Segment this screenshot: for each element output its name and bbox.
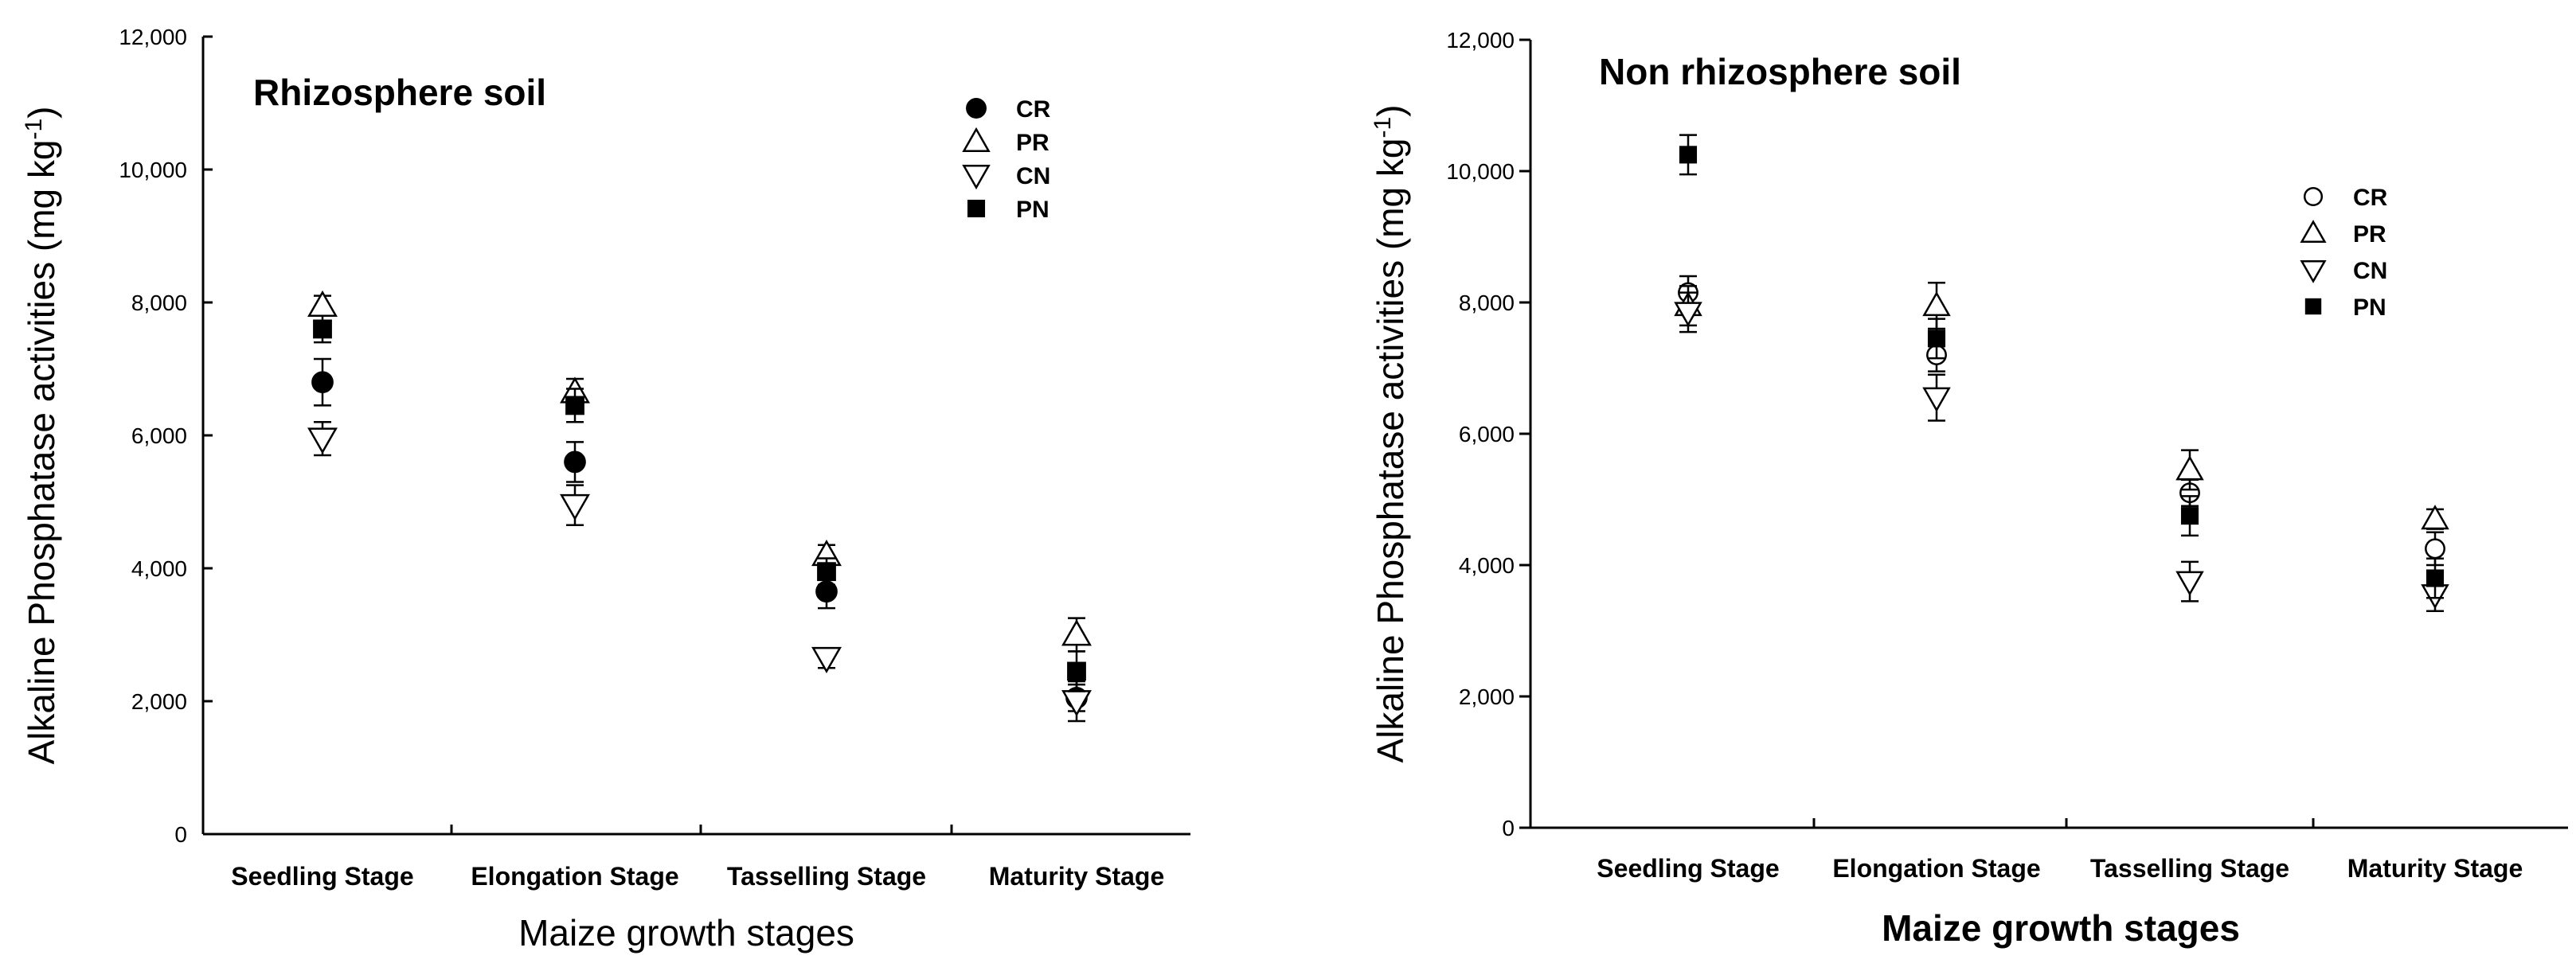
- panel2-x-axis-label: Maize growth stages: [1882, 907, 2240, 949]
- data-point-pn: [1067, 661, 1086, 681]
- panel1-y-label-main: Alkaline Phosphatase activities (mg kg: [21, 140, 62, 765]
- y-tick-label: 6,000: [1459, 422, 1515, 447]
- x-tick-label: Seedling Stage: [231, 862, 413, 891]
- panel1-y-axis-label: Alkaline Phosphatase activities (mg kg-1…: [21, 107, 62, 765]
- y-tick-label: 12,000: [119, 25, 187, 49]
- panel1-legend: CR PR CN PN: [962, 96, 1051, 223]
- x-tick-label: Seedling Stage: [1597, 854, 1779, 883]
- data-point-pn: [2426, 569, 2445, 587]
- y-tick-label: 4,000: [1459, 553, 1515, 578]
- x-tick-label: Maturity Stage: [989, 862, 1164, 891]
- legend-marker-cn: [962, 165, 991, 190]
- panel1-y-label-end: ): [21, 107, 62, 119]
- data-point-pr: [2421, 505, 2449, 530]
- panel2-title: Non rhizosphere soil: [1599, 51, 1961, 92]
- data-point-cn: [2175, 571, 2204, 596]
- legend-marker-pr: [962, 127, 991, 152]
- data-point-pr: [2175, 455, 2204, 481]
- y-tick-label: 0: [174, 822, 187, 847]
- legend-label-pn: PN: [2353, 294, 2386, 321]
- legend-marker-cr: [966, 98, 987, 119]
- data-point-cn: [811, 646, 842, 674]
- panel2-marks: [1674, 134, 2449, 612]
- data-point-pn: [1927, 330, 1946, 348]
- data-point-pr: [307, 290, 338, 318]
- legend-label-pr: PR: [2353, 221, 2386, 248]
- y-tick-label: 8,000: [131, 291, 187, 315]
- data-point-pr: [1922, 291, 1951, 317]
- legend-label-cn: CN: [2353, 258, 2387, 284]
- data-point-cn: [560, 493, 590, 521]
- data-point-cr: [564, 450, 586, 474]
- y-tick-label: 2,000: [1459, 684, 1515, 709]
- panel2-y-label-end: ): [1370, 105, 1411, 117]
- data-point-pn: [565, 396, 584, 415]
- legend-marker-cn: [2300, 259, 2327, 283]
- y-tick-label: 2,000: [131, 689, 187, 714]
- data-point-pr: [1061, 619, 1092, 646]
- y-tick-label: 6,000: [131, 423, 187, 448]
- legend-label-cn: CN: [1016, 163, 1050, 189]
- y-tick-label: 10,000: [1446, 159, 1515, 184]
- y-tick-label: 4,000: [131, 556, 187, 581]
- x-tick-label: Elongation Stage: [471, 862, 678, 891]
- panel2-ticks: 0 2,000 4,000 6,000 8,000 10,000 12,000 Seedlin…: [1446, 28, 2523, 883]
- data-point-cr: [2425, 538, 2445, 560]
- legend-label-cr: CR: [2353, 185, 2388, 211]
- panel1-x-axis-label: Maize growth stages: [518, 912, 854, 953]
- data-point-cn: [1674, 302, 1702, 327]
- data-point-cn: [1922, 387, 1951, 412]
- data-point-pn: [817, 562, 836, 582]
- legend-label-pn: PN: [1016, 197, 1050, 223]
- x-tick-label: Maturity Stage: [2347, 854, 2523, 883]
- y-tick-label: 8,000: [1459, 291, 1515, 315]
- x-tick-label: Tasselling Stage: [727, 862, 926, 891]
- non-rhizosphere-panel: Non rhizosphere soil Maize growth stages…: [1370, 28, 2568, 949]
- data-point-cr: [311, 371, 334, 394]
- panel2-y-label-sup: -1: [1370, 117, 1396, 138]
- data-point-pn: [2180, 507, 2199, 525]
- panel1-title: Rhizosphere soil: [253, 72, 546, 113]
- legend-marker-pr: [2300, 220, 2327, 244]
- legend-label-cr: CR: [1016, 96, 1051, 123]
- rhizosphere-panel: Rhizosphere soil Maize growth stages Alk…: [21, 25, 1190, 953]
- data-point-cn: [307, 427, 338, 454]
- legend-label-pr: PR: [1016, 130, 1050, 156]
- panel2-y-label-main: Alkaline Phosphatase activities (mg kg: [1370, 138, 1411, 763]
- x-tick-label: Tasselling Stage: [2090, 854, 2289, 883]
- data-point-pn: [313, 319, 332, 339]
- panel1-ticks: 0 2,000 4,000 6,000 8,000 10,000 12,000 Seedlin…: [119, 25, 1164, 891]
- legend-marker-pn: [967, 199, 986, 218]
- y-tick-label: 12,000: [1446, 28, 1515, 53]
- legend-marker-cr: [2303, 186, 2324, 207]
- panel2-legend: CR PR CN PN: [2300, 185, 2388, 321]
- panel1-marks: [307, 290, 1092, 723]
- panel2-y-axis-label: Alkaline Phosphatase activities (mg kg-1…: [1370, 105, 1411, 763]
- panel1-y-label-sup: -1: [21, 119, 47, 140]
- y-tick-label: 10,000: [119, 158, 187, 182]
- data-point-pn: [1679, 146, 1698, 164]
- y-tick-label: 0: [1502, 816, 1515, 840]
- x-tick-label: Elongation Stage: [1832, 854, 2040, 883]
- legend-marker-pn: [2304, 298, 2322, 315]
